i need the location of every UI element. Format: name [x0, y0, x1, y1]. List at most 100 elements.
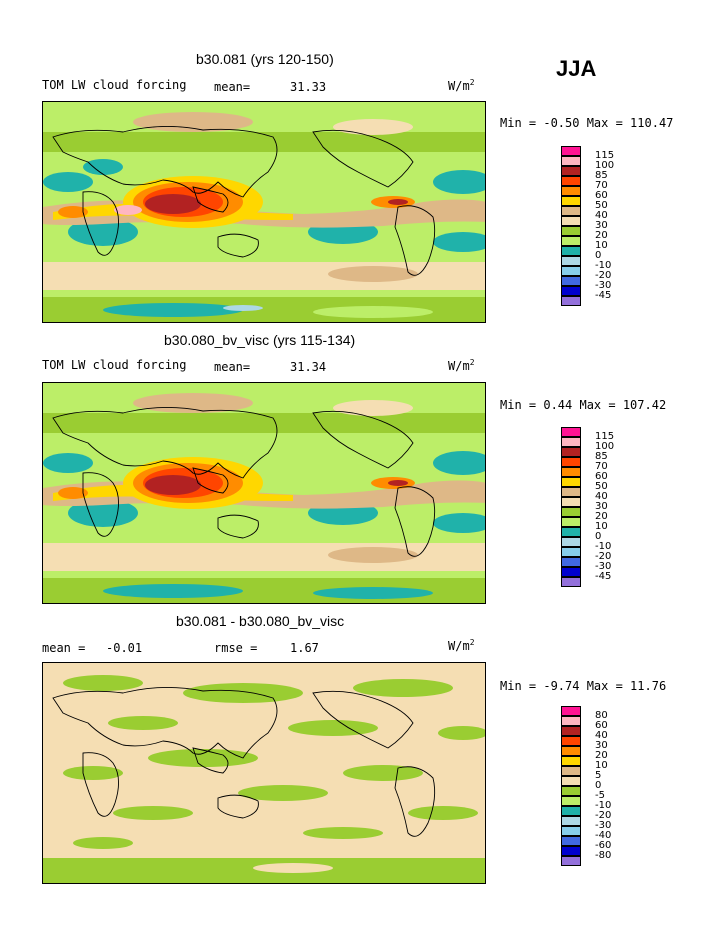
panel3-title: b30.081 - b30.080_bv_visc: [176, 613, 345, 629]
panel2-legend-swatch: [561, 437, 581, 447]
panel1-legend-swatch: [561, 146, 581, 156]
panel1-legend-label: -30: [595, 280, 612, 291]
panel3-contour-plot: [43, 663, 485, 883]
panel3-rmse-value: 1.67: [290, 641, 319, 655]
panel2-legend-swatch: [561, 537, 581, 547]
panel1-field-label: TOM LW cloud forcing: [42, 78, 187, 92]
panel1-legend-label: 40: [595, 210, 608, 221]
panel1-mean-value: 31.33: [290, 80, 327, 94]
panel2-legend-label: 115: [595, 431, 615, 442]
panel1-legend-swatch: [561, 276, 581, 286]
panel1-title: b30.081 (yrs 120-150): [196, 51, 334, 67]
panel1-legend-label: -45: [595, 290, 612, 301]
panel1-legend-swatch: [561, 296, 581, 306]
panel2-mean-label: mean=: [214, 360, 251, 374]
panel3-min-max: Min = -9.74 Max = 11.76: [500, 679, 667, 693]
panel2-legend-swatch: [561, 497, 581, 507]
panel2-min-max: Min = 0.44 Max = 107.42: [500, 398, 667, 412]
panel3-units: W/m2: [448, 638, 475, 653]
panel1-legend-label: 85: [595, 170, 608, 181]
panel3-legend-swatch: [561, 766, 581, 776]
panel3-rmse-label: rmse =: [214, 641, 258, 655]
panel1-legend-swatch: [561, 156, 581, 166]
panel1-legend-swatch: [561, 196, 581, 206]
panel3-legend-label: -40: [595, 830, 612, 841]
panel2-legend-label: 60: [595, 471, 608, 482]
panel3-legend-label: -20: [595, 810, 612, 821]
panel2-legend-swatch: [561, 457, 581, 467]
panel1-legend-swatch: [561, 236, 581, 246]
panel2-field-label: TOM LW cloud forcing: [42, 358, 187, 372]
panel2-contour-plot: [43, 383, 485, 603]
panel2-mean-value: 31.34: [290, 360, 327, 374]
panel2-legend: [561, 427, 581, 587]
panel1-contour-plot: [43, 102, 485, 322]
panel2-legend-label: 10: [595, 521, 608, 532]
panel3-legend-label: -80: [595, 850, 612, 861]
panel3-legend-label: -10: [595, 800, 612, 811]
panel1-legend-label: 100: [595, 160, 615, 171]
panel2-legend-label: -30: [595, 561, 612, 572]
panel1-legend-label: 10: [595, 240, 608, 251]
panel1-map: [42, 101, 486, 323]
panel1-legend-swatch: [561, 206, 581, 216]
panel3-legend-swatch: [561, 736, 581, 746]
panel1-legend-swatch: [561, 256, 581, 266]
panel2-legend-swatch: [561, 447, 581, 457]
panel3-legend-swatch: [561, 706, 581, 716]
panel3-legend-swatch: [561, 806, 581, 816]
panel2-legend-label: 50: [595, 481, 608, 492]
panel2-legend-label: 0: [595, 531, 602, 542]
panel3-map: [42, 662, 486, 884]
panel2-legend-label: 20: [595, 511, 608, 522]
panel1-legend-label: 30: [595, 220, 608, 231]
panel2-legend-swatch: [561, 487, 581, 497]
panel1-units: W/m2: [448, 78, 475, 93]
panel3-legend-swatch: [561, 826, 581, 836]
season-label: JJA: [556, 56, 597, 81]
panel3-legend: [561, 706, 581, 866]
panel3-mean-value: -0.01: [106, 641, 143, 655]
panel1-legend-label: 70: [595, 180, 608, 191]
panel2-legend-swatch: [561, 427, 581, 437]
panel3-mean-label: mean =: [42, 641, 86, 655]
panel3-legend-swatch: [561, 846, 581, 856]
panel3-legend-swatch: [561, 816, 581, 826]
panel2-legend-label: -10: [595, 541, 612, 552]
panel3-legend-label: 5: [595, 770, 602, 781]
panel3-legend-label: 30: [595, 740, 608, 751]
panel2-legend-swatch: [561, 567, 581, 577]
panel1-legend: [561, 146, 581, 306]
panel2-legend-swatch: [561, 547, 581, 557]
panel1-legend-swatch: [561, 246, 581, 256]
panel3-legend-swatch: [561, 716, 581, 726]
panel3-legend-label: 10: [595, 760, 608, 771]
panel1-legend-swatch: [561, 216, 581, 226]
panel2-legend-label: -45: [595, 571, 612, 582]
panel2-legend-label: 85: [595, 451, 608, 462]
panel1-legend-label: 50: [595, 200, 608, 211]
panel1-legend-label: -10: [595, 260, 612, 271]
panel3-legend-label: 60: [595, 720, 608, 731]
panel3-legend-label: -60: [595, 840, 612, 851]
panel1-mean-label: mean=: [214, 80, 251, 94]
panel3-legend-swatch: [561, 746, 581, 756]
panel3-legend-swatch: [561, 856, 581, 866]
panel1-legend-label: 20: [595, 230, 608, 241]
panel3-legend-swatch: [561, 836, 581, 846]
panel3-legend-label: 0: [595, 780, 602, 791]
panel2-title: b30.080_bv_visc (yrs 115-134): [164, 332, 356, 348]
panel1-legend-label: -20: [595, 270, 612, 281]
panel1-legend-label: 115: [595, 150, 615, 161]
panel2-legend-swatch: [561, 527, 581, 537]
panel2-map: [42, 382, 486, 604]
panel3-legend-swatch: [561, 776, 581, 786]
panel3-legend-label: 40: [595, 730, 608, 741]
panel3-legend-swatch: [561, 756, 581, 766]
panel2-legend-label: -20: [595, 551, 612, 562]
panel2-legend-swatch: [561, 477, 581, 487]
panel1-legend-swatch: [561, 186, 581, 196]
panel1-legend-label: 0: [595, 250, 602, 261]
panel2-legend-label: 70: [595, 461, 608, 472]
panel3-legend-label: 80: [595, 710, 608, 721]
